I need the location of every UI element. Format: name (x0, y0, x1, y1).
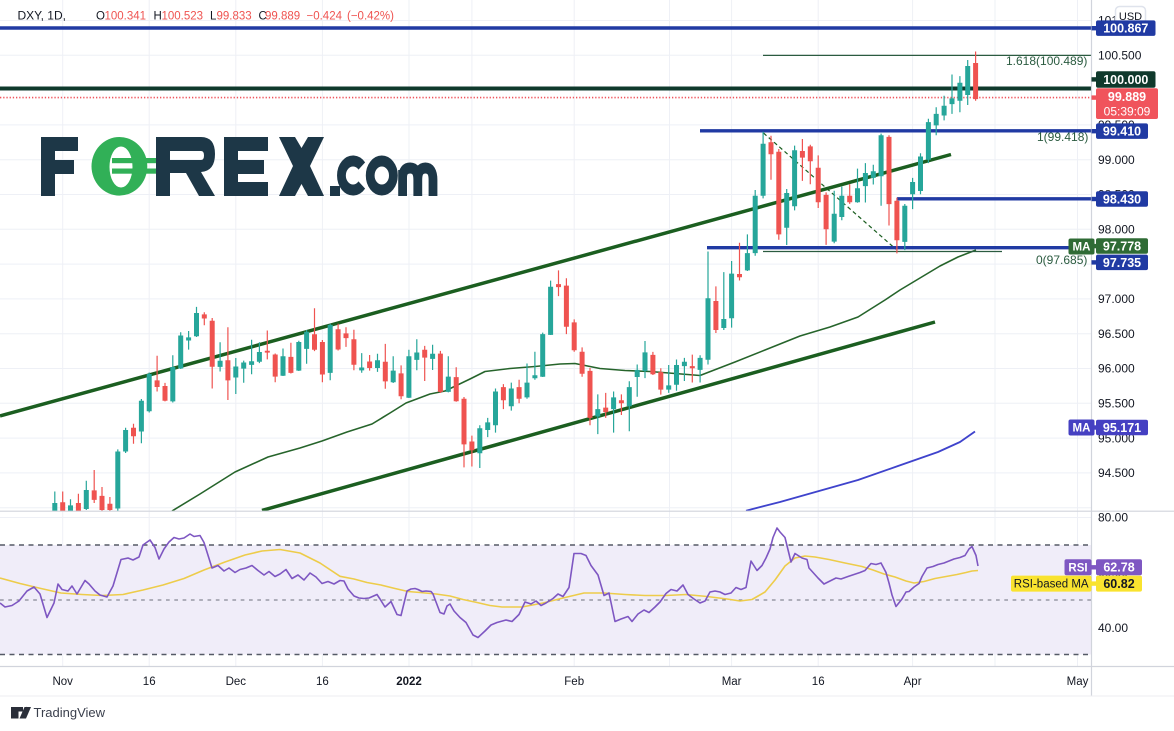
svg-text:96.500: 96.500 (1098, 327, 1135, 341)
svg-text:98.000: 98.000 (1098, 223, 1135, 237)
svg-text:98.430: 98.430 (1103, 192, 1141, 206)
svg-text:94.500: 94.500 (1098, 466, 1135, 480)
svg-text:1.618(100.489): 1.618(100.489) (1006, 54, 1087, 68)
svg-text:100.867: 100.867 (1103, 22, 1148, 36)
svg-text:99.889: 99.889 (265, 11, 300, 23)
svg-text:16: 16 (143, 676, 156, 688)
svg-text:100.500: 100.500 (1098, 49, 1142, 63)
svg-text:H: H (154, 11, 162, 23)
svg-text:O: O (96, 11, 105, 23)
svg-text:RSI-based MA: RSI-based MA (1014, 579, 1089, 591)
svg-text:16: 16 (316, 676, 329, 688)
svg-text:05:39:09: 05:39:09 (1104, 105, 1151, 119)
svg-text:80.00: 80.00 (1098, 511, 1128, 525)
svg-text:97.000: 97.000 (1098, 292, 1135, 306)
svg-text:0(97.685): 0(97.685) (1036, 253, 1087, 267)
svg-text:Feb: Feb (564, 676, 584, 688)
svg-text:Apr: Apr (904, 676, 922, 688)
svg-text:99.889: 99.889 (1108, 90, 1146, 104)
svg-text:95.171: 95.171 (1103, 421, 1141, 435)
svg-text:40.00: 40.00 (1098, 621, 1128, 635)
svg-text:100.000: 100.000 (1103, 73, 1148, 87)
svg-text:−0.424: −0.424 (307, 11, 343, 23)
svg-text:USD: USD (1119, 11, 1142, 23)
svg-text:62.78: 62.78 (1103, 561, 1134, 575)
svg-text:(−0.42%): (−0.42%) (347, 11, 394, 23)
svg-text:May: May (1067, 676, 1089, 688)
svg-text:1(99.418): 1(99.418) (1037, 130, 1088, 144)
svg-text:99.410: 99.410 (1103, 125, 1141, 139)
svg-text:RSI: RSI (1068, 562, 1087, 574)
svg-text:97.735: 97.735 (1103, 256, 1141, 270)
svg-text:MA: MA (1073, 242, 1091, 254)
svg-text:97.778: 97.778 (1103, 240, 1141, 254)
svg-text:16: 16 (812, 676, 825, 688)
svg-text:2022: 2022 (396, 676, 422, 688)
svg-text:99.000: 99.000 (1098, 153, 1135, 167)
svg-text:100.341: 100.341 (105, 11, 147, 23)
svg-text:C: C (259, 11, 267, 23)
svg-text:TradingView: TradingView (34, 705, 106, 720)
svg-text:99.833: 99.833 (217, 11, 252, 23)
svg-text:95.500: 95.500 (1098, 397, 1135, 411)
svg-text:Mar: Mar (722, 676, 742, 688)
svg-text:DXY, 1D,: DXY, 1D, (18, 9, 66, 23)
svg-text:L: L (210, 11, 217, 23)
svg-text:MA: MA (1073, 423, 1091, 435)
svg-text:Nov: Nov (52, 676, 73, 688)
svg-text:100.523: 100.523 (162, 11, 204, 23)
svg-text:Dec: Dec (226, 676, 247, 688)
svg-text:96.000: 96.000 (1098, 362, 1135, 376)
svg-text:60.82: 60.82 (1103, 577, 1134, 591)
